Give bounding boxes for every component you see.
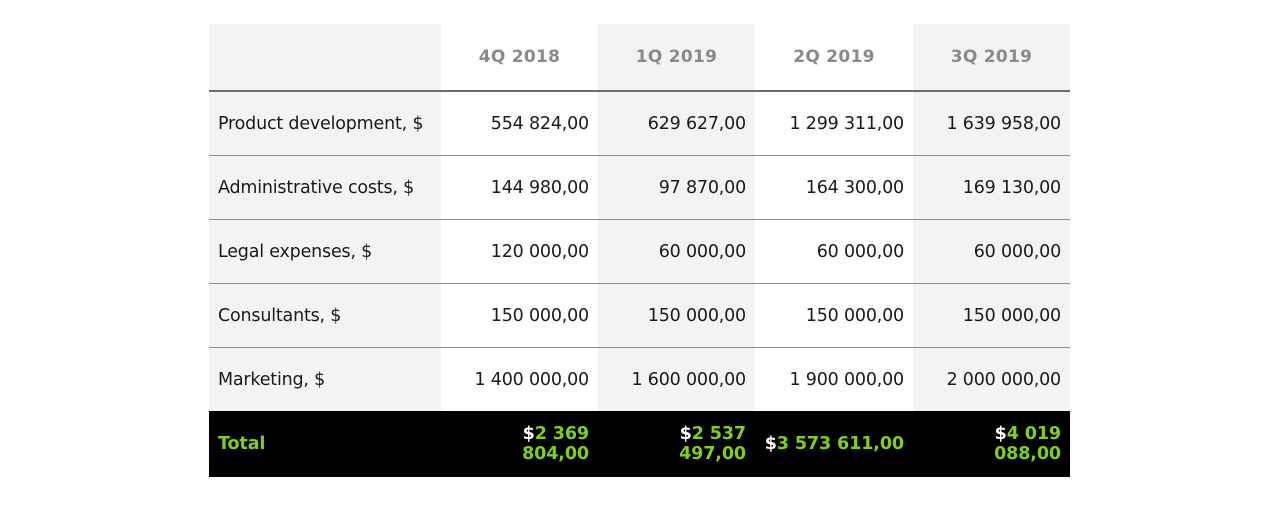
cell-value: 169 130,00 [913,155,1070,220]
header-2q-2019: 2Q 2019 [755,24,913,92]
header-1q-2019: 1Q 2019 [598,24,755,92]
cell-value: 120 000,00 [441,219,598,284]
currency-symbol: $ [522,424,535,444]
total-amount: 4 019 088,00 [994,424,1061,464]
total-amount: 2 537 497,00 [679,424,746,464]
header-empty-cell [209,24,441,92]
cell-value: 1 600 000,00 [598,347,755,411]
cell-value: 150 000,00 [441,283,598,348]
table-row: Administrative costs, $ 144 980,00 97 87… [209,155,1070,220]
cell-value: 1 900 000,00 [755,347,913,411]
row-label: Marketing, $ [209,347,441,411]
cell-value: 60 000,00 [913,219,1070,284]
row-label: Consultants, $ [209,283,441,348]
cell-value: 150 000,00 [755,283,913,348]
total-amount: 3 573 611,00 [776,434,904,454]
table-row: Legal expenses, $ 120 000,00 60 000,00 6… [209,219,1070,284]
row-label: Legal expenses, $ [209,219,441,284]
table-row: Product development, $ 554 824,00 629 62… [209,91,1070,156]
header-3q-2019: 3Q 2019 [913,24,1070,92]
cell-value: 164 300,00 [755,155,913,220]
row-label: Administrative costs, $ [209,155,441,220]
expenses-table-container: 4Q 2018 1Q 2019 2Q 2019 3Q 2019 Product … [209,24,1070,477]
total-value: $4 019 088,00 [913,411,1070,477]
cell-value: 150 000,00 [598,283,755,348]
total-label: Total [209,411,441,477]
cell-value: 1 299 311,00 [755,91,913,156]
header-4q-2018: 4Q 2018 [441,24,598,92]
row-label: Product development, $ [209,91,441,156]
cell-value: 150 000,00 [913,283,1070,348]
currency-symbol: $ [764,434,777,454]
table-row: Marketing, $ 1 400 000,00 1 600 000,00 1… [209,347,1070,411]
total-value: $2 537 497,00 [598,411,755,477]
expenses-table: 4Q 2018 1Q 2019 2Q 2019 3Q 2019 Product … [209,24,1070,477]
total-row: Total $2 369 804,00 $2 537 497,00 $3 573… [209,411,1070,477]
cell-value: 2 000 000,00 [913,347,1070,411]
currency-symbol: $ [679,424,692,444]
cell-value: 554 824,00 [441,91,598,156]
cell-value: 1 639 958,00 [913,91,1070,156]
total-value: $3 573 611,00 [755,411,913,477]
table-header-row: 4Q 2018 1Q 2019 2Q 2019 3Q 2019 [209,24,1070,92]
table-row: Consultants, $ 150 000,00 150 000,00 150… [209,283,1070,348]
cell-value: 60 000,00 [755,219,913,284]
cell-value: 60 000,00 [598,219,755,284]
cell-value: 1 400 000,00 [441,347,598,411]
currency-symbol: $ [994,424,1007,444]
cell-value: 97 870,00 [598,155,755,220]
total-amount: 2 369 804,00 [522,424,589,464]
total-value: $2 369 804,00 [441,411,598,477]
cell-value: 629 627,00 [598,91,755,156]
cell-value: 144 980,00 [441,155,598,220]
